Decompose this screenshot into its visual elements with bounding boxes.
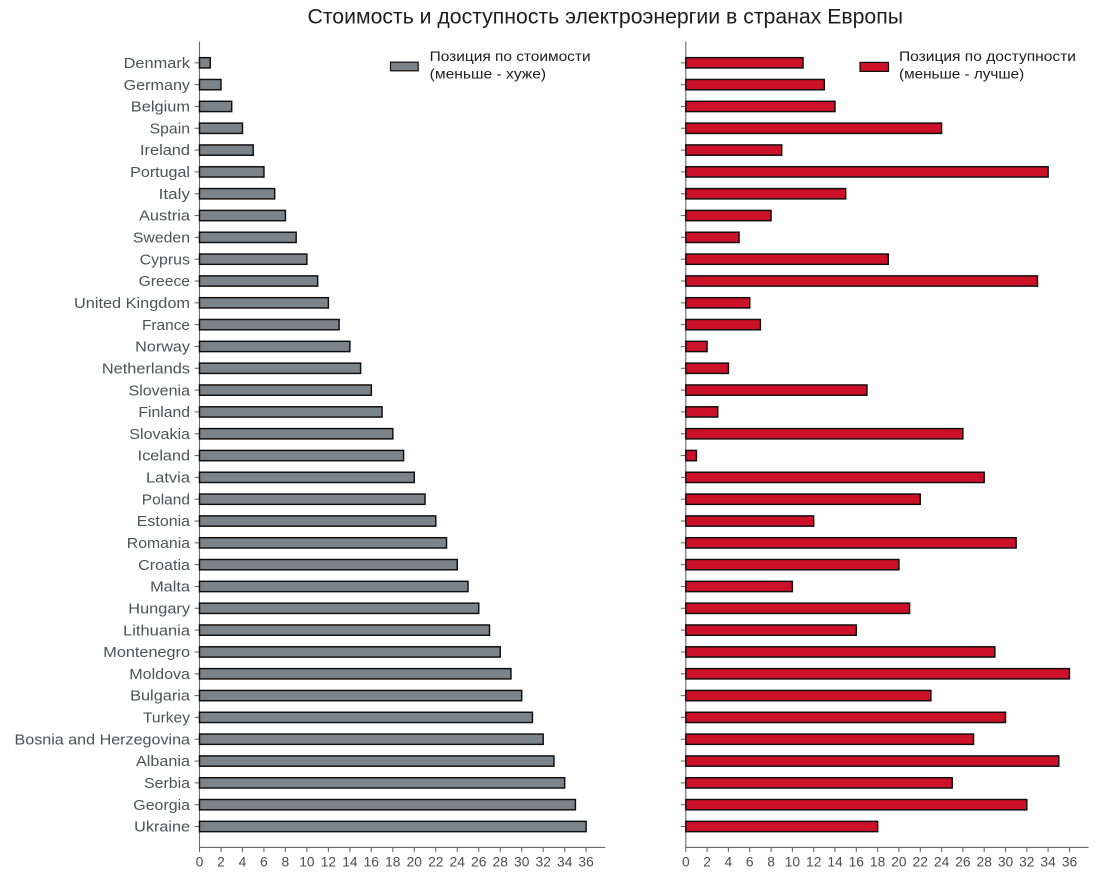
svg-text:Germany: Germany [124,78,191,94]
svg-text:Lithuania: Lithuania [123,623,191,639]
svg-text:6: 6 [746,855,754,870]
svg-text:Позиция по доступности: Позиция по доступности [899,49,1076,64]
svg-text:Slovenia: Slovenia [129,383,191,399]
svg-text:34: 34 [1040,855,1056,870]
svg-text:Ukraine: Ukraine [134,820,190,836]
svg-text:36: 36 [1062,855,1078,870]
svg-text:Moldova: Moldova [129,667,191,683]
svg-text:2: 2 [217,855,225,870]
svg-text:28: 28 [977,855,993,870]
svg-text:Позиция по стоимости: Позиция по стоимости [430,49,591,64]
svg-text:Hungary: Hungary [128,601,190,617]
svg-text:24: 24 [450,855,466,870]
svg-text:Romania: Romania [127,536,191,552]
svg-text:Estonia: Estonia [137,514,191,530]
svg-text:Poland: Poland [142,492,190,508]
svg-text:18: 18 [385,855,401,870]
svg-text:0: 0 [682,855,690,870]
svg-text:Denmark: Denmark [124,56,191,72]
svg-text:Serbia: Serbia [144,776,191,792]
svg-text:(меньше - лучше): (меньше - лучше) [899,67,1024,82]
svg-text:0: 0 [196,855,204,870]
svg-text:Albania: Albania [136,754,191,770]
svg-text:Greece: Greece [139,274,190,290]
svg-text:Bosnia and Herzegovina: Bosnia and Herzegovina [15,732,191,748]
svg-text:Montenegro: Montenegro [103,645,190,661]
svg-text:Iceland: Iceland [138,449,190,465]
svg-text:Georgia: Georgia [133,798,191,814]
svg-text:20: 20 [407,855,423,870]
svg-text:Bulgaria: Bulgaria [130,689,191,705]
svg-text:30: 30 [998,855,1014,870]
svg-text:Стоимость и доступность электр: Стоимость и доступность электроэнергии в… [308,6,904,29]
svg-text:32: 32 [1019,855,1034,870]
svg-text:22: 22 [913,855,928,870]
svg-text:Croatia: Croatia [138,558,191,574]
svg-text:(меньше - хуже): (меньше - хуже) [430,67,546,82]
svg-text:36: 36 [578,855,594,870]
svg-text:Ireland: Ireland [140,143,190,159]
svg-text:8: 8 [282,855,290,870]
svg-text:Cyprus: Cyprus [140,252,190,268]
svg-text:24: 24 [934,855,950,870]
svg-text:United Kingdom: United Kingdom [74,296,190,312]
svg-text:8: 8 [767,855,775,870]
svg-text:Slovakia: Slovakia [129,427,191,443]
svg-text:16: 16 [364,855,380,870]
svg-text:Norway: Norway [135,340,191,356]
svg-text:Spain: Spain [150,121,190,137]
svg-text:32: 32 [536,855,551,870]
svg-text:Sweden: Sweden [133,231,190,247]
svg-text:Italy: Italy [159,187,191,203]
svg-text:4: 4 [725,855,733,870]
svg-text:Austria: Austria [139,209,191,225]
svg-text:26: 26 [471,855,487,870]
svg-text:34: 34 [557,855,573,870]
svg-text:France: France [142,318,190,334]
svg-text:Latvia: Latvia [146,471,191,487]
svg-text:Portugal: Portugal [130,165,190,181]
svg-text:Finland: Finland [138,405,190,421]
svg-text:Turkey: Turkey [143,711,191,727]
svg-text:Netherlands: Netherlands [102,361,190,377]
svg-text:20: 20 [891,855,907,870]
svg-text:30: 30 [514,855,530,870]
svg-text:26: 26 [955,855,971,870]
svg-text:12: 12 [806,855,821,870]
svg-text:14: 14 [342,855,358,870]
svg-text:18: 18 [870,855,886,870]
svg-text:Belgium: Belgium [131,100,190,116]
svg-text:Malta: Malta [150,580,191,596]
svg-text:14: 14 [827,855,843,870]
svg-text:2: 2 [703,855,711,870]
svg-text:6: 6 [260,855,268,870]
svg-text:10: 10 [785,855,801,870]
svg-text:10: 10 [299,855,315,870]
svg-text:16: 16 [849,855,865,870]
svg-text:4: 4 [239,855,247,870]
svg-text:22: 22 [428,855,443,870]
svg-text:12: 12 [321,855,336,870]
svg-text:28: 28 [493,855,509,870]
